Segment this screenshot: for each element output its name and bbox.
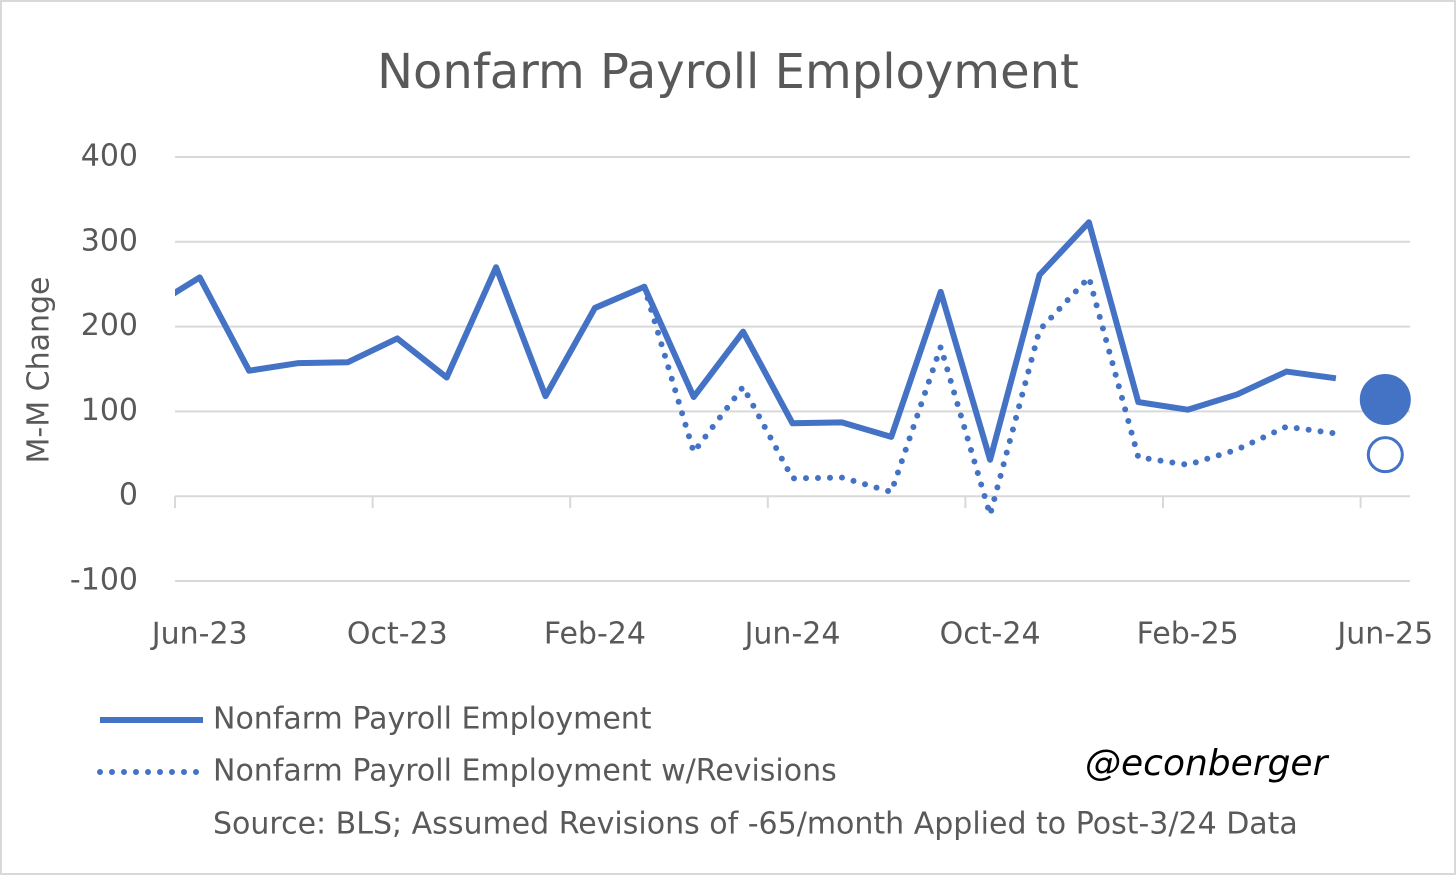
y-tick-label: 100 (81, 393, 138, 428)
series-marker (1359, 374, 1411, 426)
chart-title: Nonfarm Payroll Employment (377, 44, 1079, 100)
x-tick-label: Oct-23 (347, 617, 448, 652)
x-tick-label: Feb-25 (1137, 617, 1239, 652)
series-marker (1366, 436, 1404, 474)
series-line (641, 271, 1339, 526)
y-tick-label: 300 (81, 223, 138, 258)
source-note: Source: BLS; Assumed Revisions of -65/mo… (213, 807, 1298, 842)
x-tick-label: Jun-24 (743, 617, 841, 652)
x-tick-label: Jun-25 (1335, 617, 1433, 652)
series-line (175, 219, 1337, 463)
y-tick-label: -100 (70, 563, 138, 598)
y-axis-title: M-M Change (22, 277, 57, 464)
x-tick-label: Feb-24 (544, 617, 646, 652)
x-tick-label: Jun-23 (150, 617, 248, 652)
legend-label: Nonfarm Payroll Employment (213, 702, 652, 737)
x-tick-label: Oct-24 (940, 617, 1041, 652)
y-tick-label: 0 (119, 478, 138, 513)
y-tick-label: 200 (81, 308, 138, 343)
annotation: @econberger (1085, 743, 1330, 784)
legend-label: Nonfarm Payroll Employment w/Revisions (213, 754, 837, 789)
y-tick-label: 400 (81, 139, 138, 174)
plot-lines (175, 219, 1339, 526)
